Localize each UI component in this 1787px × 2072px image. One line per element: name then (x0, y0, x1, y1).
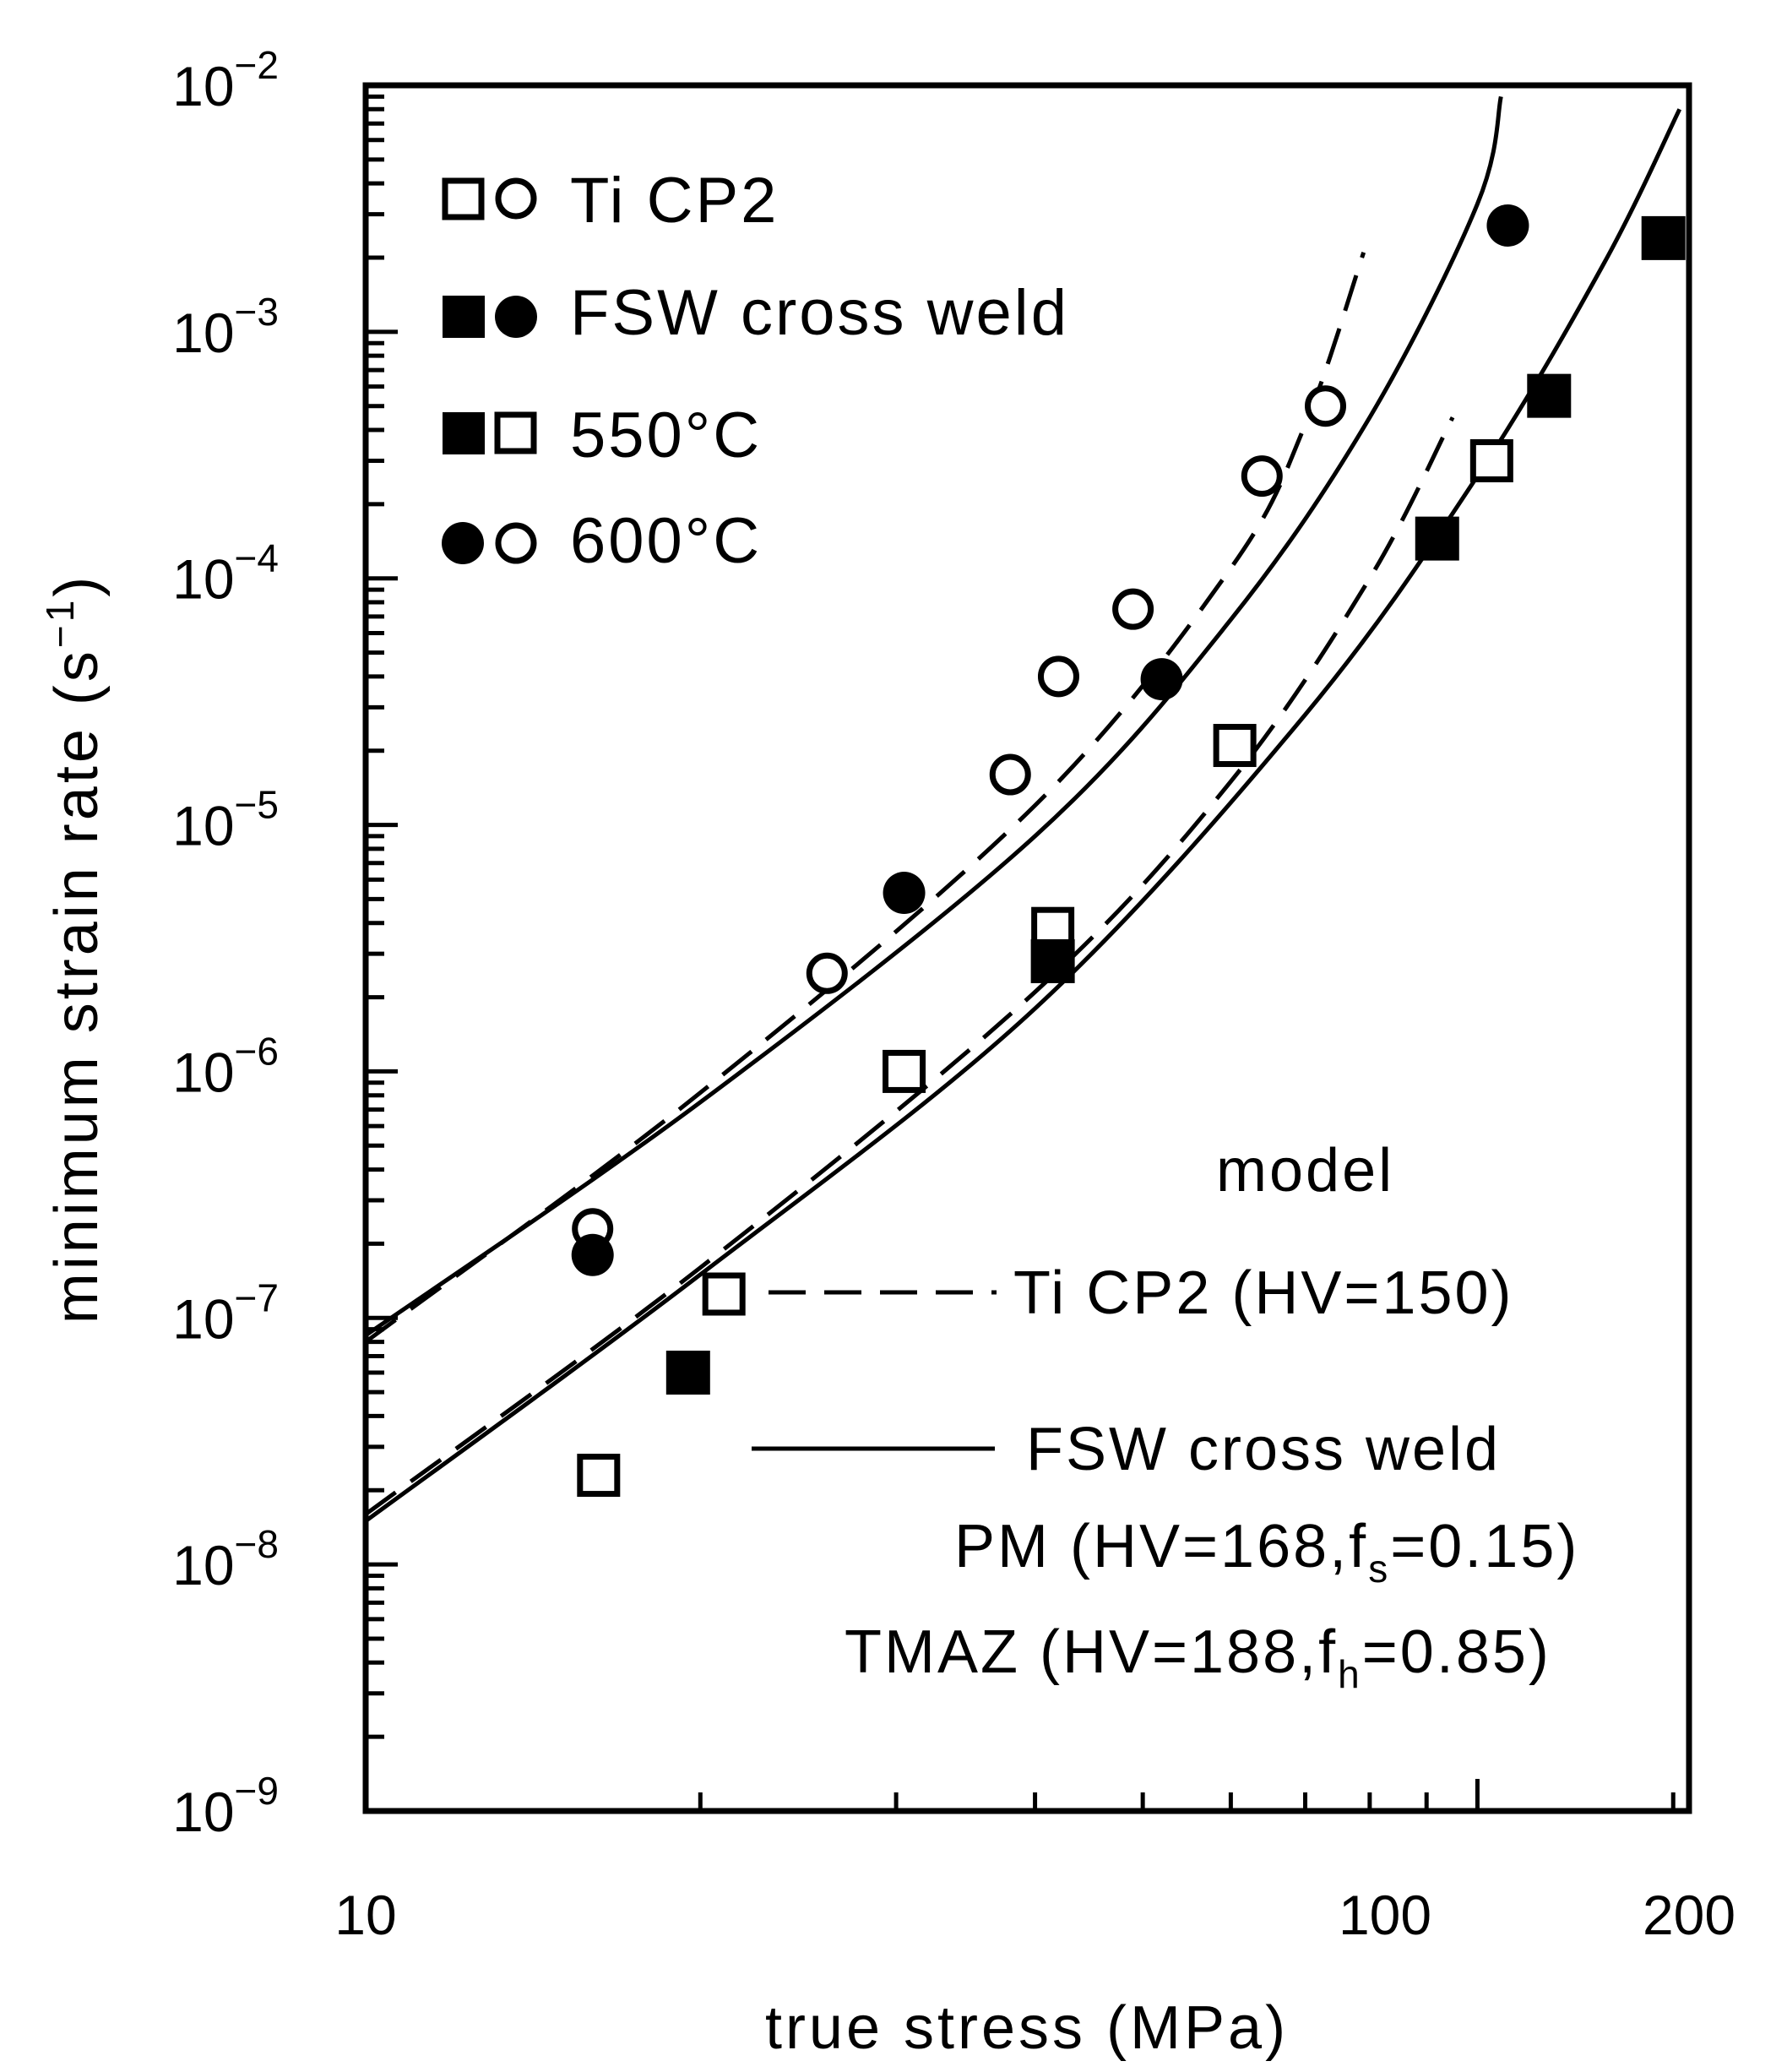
data-point-square-filled (1415, 516, 1459, 561)
data-point-square-filled (665, 1351, 710, 1395)
y-tick-label-base: 10 (172, 795, 234, 857)
legend-600-filled-circle-icon (442, 522, 484, 564)
data-point-square-open (1469, 438, 1513, 482)
legend-550-filled-square-icon (443, 412, 485, 454)
model-curve (364, 416, 1455, 1516)
model-legend: model Ti CP2 (HV=150) FSW cross weld PM … (752, 1137, 1579, 1696)
y-axis-label: minimum strain rate (s−1) (38, 574, 111, 1324)
data-point-square-filled (1527, 373, 1572, 418)
data-point-circle-open (1305, 385, 1347, 427)
y-tick-label-exp: −3 (235, 290, 279, 334)
data-point-square-open (702, 1272, 746, 1316)
y-tick-label-exp: −4 (235, 536, 279, 580)
y-tick-label: 10−8 (172, 1522, 279, 1596)
model-legend-fsw-cross-weld: FSW cross weld (1026, 1416, 1501, 1483)
data-point-circle-open (1112, 588, 1154, 630)
model-legend-pm-tail: =0.15) (1390, 1513, 1579, 1580)
model-legend-header: model (1216, 1137, 1394, 1205)
y-tick-label-exp: −7 (235, 1275, 279, 1319)
y-tick-label-exp: −6 (235, 1029, 279, 1073)
y-tick-label-base: 10 (172, 55, 234, 117)
y-tick-label-base: 10 (172, 302, 234, 364)
legend-550c: 550°C (570, 400, 762, 471)
y-tick-label: 10−6 (172, 1029, 279, 1103)
legend-600-open-circle-icon (495, 522, 537, 564)
model-legend-pm: PM (HV=168,fs=0.15) (954, 1513, 1579, 1591)
data-point-circle-open (806, 952, 848, 994)
data-point-square-open (1213, 724, 1257, 768)
y-tick-label: 10−2 (172, 43, 279, 117)
legend-fsw-cross-weld: FSW cross weld (570, 277, 1069, 349)
data-point-circle-open (1037, 655, 1079, 698)
x-tick-label: 10 (334, 1884, 396, 1946)
y-tick-label-exp: −8 (235, 1522, 279, 1566)
x-tick-label: 100 (1339, 1884, 1431, 1946)
y-tick-label-base: 10 (172, 1534, 234, 1596)
plot-frame (362, 82, 1692, 1814)
data-point-circle-filled (1140, 658, 1183, 701)
y-tick-label: 10−9 (172, 1769, 279, 1843)
y-tick-label-base: 10 (172, 1781, 234, 1843)
model-legend-pm-sub: s (1368, 1547, 1390, 1591)
data-point-square-filled (1030, 938, 1075, 983)
y-tick-label-base: 10 (172, 1041, 234, 1103)
x-axis-label: true stress (MPa) (765, 1994, 1289, 2062)
legend-square-filled-icon (443, 296, 485, 338)
y-tick-label-exp: −2 (235, 43, 279, 87)
y-tick-label-base: 10 (172, 548, 234, 611)
data-markers (571, 204, 1686, 1498)
data-point-circle-open (1241, 455, 1283, 498)
legend-circle-filled-icon (495, 296, 537, 338)
model-curve (364, 108, 1682, 1523)
y-tick-label: 10−4 (172, 536, 279, 611)
model-curve (364, 251, 1366, 1344)
model-curve (364, 95, 1503, 1337)
data-point-square-open (577, 1454, 621, 1498)
y-tick-label-exp: −9 (235, 1769, 279, 1813)
model-legend-tmaz-text: TMAZ (HV=188,f (845, 1618, 1338, 1686)
y-tick-label: 10−3 (172, 290, 279, 364)
marker-legend: Ti CP2 FSW cross weld 550°C 600°C (442, 165, 1069, 577)
minor-ticks (366, 94, 1676, 1814)
model-legend-tmaz-sub: h (1338, 1652, 1362, 1696)
model-legend-tmaz: TMAZ (HV=188,fh=0.85) (845, 1618, 1551, 1696)
model-legend-ti-cp2: Ti CP2 (HV=150) (1013, 1259, 1514, 1327)
y-axis-label-main: minimum strain rate (s (43, 648, 111, 1324)
model-legend-pm-text: PM (HV=168,f (954, 1513, 1368, 1580)
data-point-circle-filled (1486, 204, 1529, 247)
data-point-circle-filled (883, 872, 926, 915)
y-tick-label: 10−7 (172, 1275, 279, 1350)
data-point-square-filled (1641, 215, 1686, 260)
legend-550-open-square-icon (494, 411, 537, 454)
legend-600c: 600°C (570, 505, 762, 577)
legend-circle-open-icon (495, 177, 537, 220)
x-tick-label: 200 (1643, 1884, 1735, 1946)
y-axis-label-close: ) (43, 574, 111, 597)
model-legend-tmaz-tail: =0.85) (1362, 1618, 1551, 1686)
data-point-circle-filled (571, 1233, 614, 1276)
tick-labels: 10−910−810−710−610−510−410−310−210 100 200 (172, 43, 1735, 1946)
y-tick-label-base: 10 (172, 1287, 234, 1350)
legend-square-open-icon (442, 177, 485, 220)
y-tick-label-exp: −5 (235, 783, 279, 827)
y-axis-label-exp: −1 (38, 597, 82, 648)
y-tick-label: 10−5 (172, 783, 279, 857)
data-point-square-open (883, 1049, 926, 1093)
legend-ti-cp2: Ti CP2 (570, 165, 779, 237)
data-point-circle-open (989, 753, 1031, 796)
